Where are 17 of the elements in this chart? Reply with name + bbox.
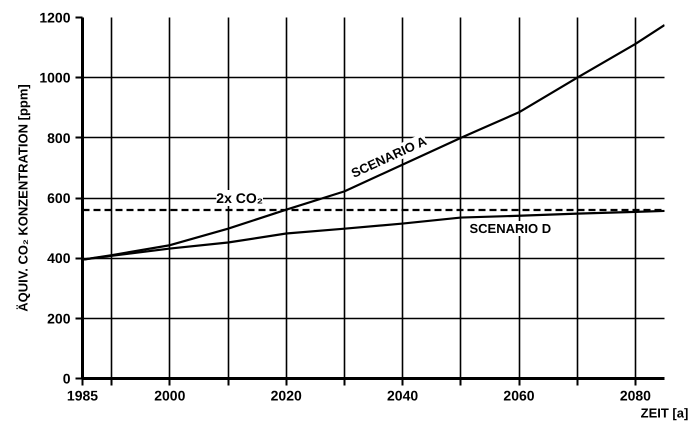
y-axis-title: ÄQUIV. CO₂ KONZENTRATION [ppm] bbox=[15, 84, 30, 312]
x-tick-label: 1985 bbox=[66, 388, 98, 404]
x-tick-label: 2000 bbox=[154, 388, 186, 404]
y-tick-label: 1000 bbox=[39, 70, 71, 86]
x-tick-label: 2020 bbox=[270, 388, 302, 404]
x-tick-label: 2040 bbox=[387, 388, 418, 404]
y-tick-label: 800 bbox=[47, 130, 71, 146]
y-tick-label: 400 bbox=[47, 250, 71, 266]
x-axis-title: ZEIT [a] bbox=[640, 406, 688, 420]
x-tick-label: 2080 bbox=[620, 388, 652, 404]
y-tick-label: 200 bbox=[47, 310, 71, 326]
y-tick-label: 0 bbox=[62, 370, 71, 386]
x-tick-label: 2060 bbox=[503, 388, 535, 404]
y-tick-label: 1200 bbox=[39, 10, 71, 26]
series-label: SCENARIO D bbox=[469, 221, 552, 236]
ref-line-label: 2x CO₂ bbox=[216, 190, 263, 206]
y-tick-label: 600 bbox=[47, 190, 71, 206]
